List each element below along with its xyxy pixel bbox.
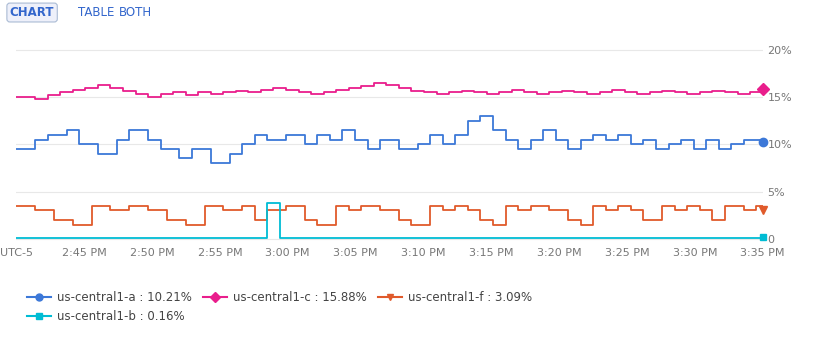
Text: BOTH: BOTH [119, 6, 152, 19]
Text: TABLE: TABLE [78, 6, 114, 19]
Legend: us-central1-a : 10.21%, us-central1-b : 0.16%, us-central1-c : 15.88%, us-centra: us-central1-a : 10.21%, us-central1-b : … [22, 287, 536, 328]
Text: CHART: CHART [10, 6, 54, 19]
